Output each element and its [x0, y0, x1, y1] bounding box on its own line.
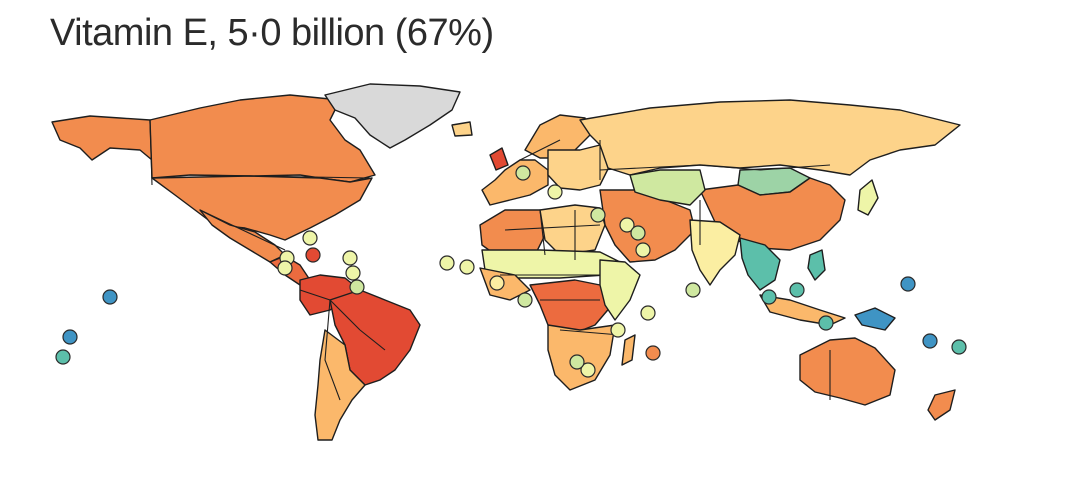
region-philippines: [807, 249, 826, 281]
region-north-africa-west: [479, 209, 546, 259]
island-marker-west-africa-coast: [459, 259, 475, 275]
island-marker-cape-verde: [439, 255, 455, 271]
region-japan: [857, 179, 879, 216]
island-marker-levant-1: [590, 207, 606, 223]
region-southern-cone: [314, 329, 366, 441]
island-marker-caribbean-4: [342, 250, 358, 266]
island-marker-solomon: [922, 333, 938, 349]
island-marker-caribbean-3: [305, 247, 321, 263]
map-title: Vitamin E, 5·0 billion (67%): [50, 12, 494, 54]
island-marker-caribbean-6: [277, 260, 293, 276]
island-marker-comoros: [610, 322, 626, 338]
island-marker-mediterranean-2: [547, 184, 563, 200]
island-marker-hawaii: [102, 289, 118, 305]
region-india: [689, 219, 741, 286]
island-marker-gulf-of-guinea: [517, 292, 533, 308]
island-marker-timor: [818, 315, 834, 331]
island-marker-maldives: [685, 282, 701, 298]
region-iceland: [451, 121, 473, 137]
island-marker-east-africa-coast: [569, 354, 585, 370]
region-papua: [854, 307, 896, 331]
island-marker-reunion: [580, 362, 596, 378]
region-uk: [489, 147, 509, 171]
island-marker-mauritius: [645, 345, 661, 361]
region-eastern-europe: [547, 144, 611, 191]
region-north-africa-east: [539, 204, 606, 256]
region-russia: [579, 99, 961, 176]
island-marker-levant-2: [619, 217, 635, 233]
island-marker-pacific-sw-1: [62, 329, 78, 345]
region-western-europe: [481, 159, 549, 206]
region-central-africa: [529, 279, 613, 336]
island-marker-caribbean-8: [489, 275, 505, 291]
region-new-zealand: [927, 389, 956, 421]
island-marker-micronesia: [900, 276, 916, 292]
island-marker-gulf-1: [635, 242, 651, 258]
island-marker-brunei: [789, 282, 805, 298]
island-marker-mediterranean-1: [515, 165, 531, 181]
region-central-asia: [629, 169, 706, 206]
region-east-africa: [599, 259, 641, 321]
island-marker-caribbean-5: [345, 265, 361, 281]
island-marker-caribbean-1: [302, 230, 318, 246]
island-marker-gulf-2: [630, 225, 646, 241]
island-marker-singapore: [761, 289, 777, 305]
region-usa: [151, 175, 373, 241]
region-madagascar: [621, 334, 636, 366]
island-marker-pacific-sw-2: [55, 349, 71, 365]
island-marker-caribbean-7: [349, 279, 365, 295]
region-alaska: [51, 115, 153, 161]
island-marker-seychelles: [640, 305, 656, 321]
island-marker-vanuatu: [951, 339, 967, 355]
region-southeast-asia: [739, 237, 781, 291]
region-australia: [799, 337, 896, 406]
region-greenland: [324, 83, 461, 149]
